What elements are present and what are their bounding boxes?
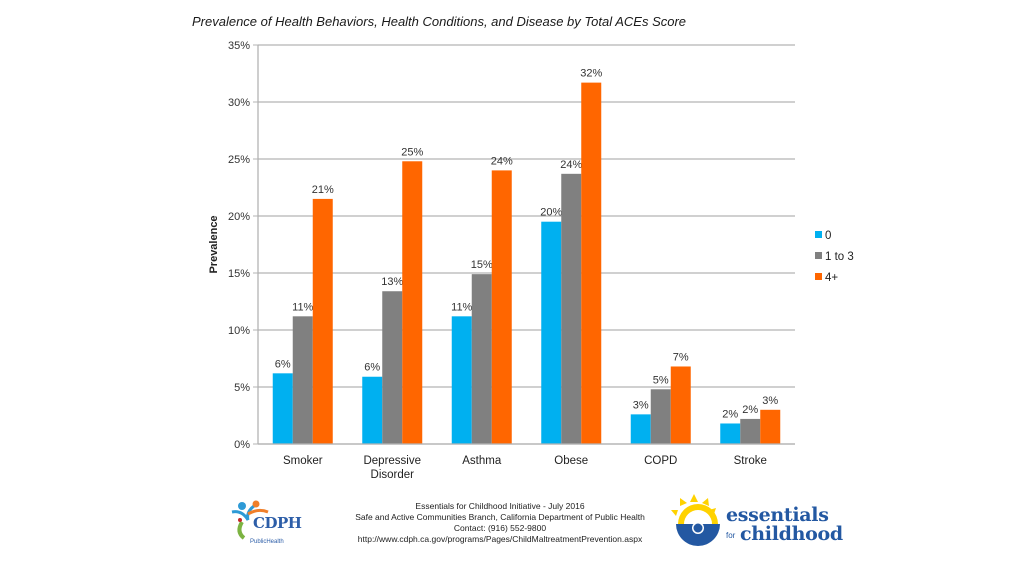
- data-label: 24%: [491, 155, 513, 167]
- data-label: 20%: [540, 207, 562, 219]
- bar-0-smoker: [272, 373, 293, 444]
- cdph-logo: CDPH PublicHealth: [228, 498, 302, 550]
- footer-line-branch: Safe and Active Communities Branch, Cali…: [355, 512, 645, 522]
- bar-1-to-3-copd: [650, 389, 671, 444]
- bar-1-to-3-stroke: [740, 418, 761, 444]
- y-tick-label: 5%: [234, 382, 250, 394]
- y-axis-label: Prevalence: [208, 215, 220, 273]
- data-label: 6%: [364, 362, 380, 374]
- legend-label: 0: [825, 230, 831, 242]
- y-tick-label: 10%: [228, 325, 250, 337]
- bar-0-depressive-disorder: [362, 376, 383, 444]
- x-category-label: Disorder: [371, 469, 415, 481]
- efc-word-for: for: [726, 531, 736, 540]
- y-tick-label: 20%: [228, 211, 250, 223]
- y-tick-label: 0%: [234, 439, 250, 451]
- sun-figure-icon: [671, 494, 720, 546]
- chart-title: Prevalence of Health Behaviors, Health C…: [192, 14, 687, 29]
- cdph-name: CDPH: [253, 514, 302, 532]
- data-label: 13%: [381, 276, 403, 288]
- bar-4plus-asthma: [491, 170, 512, 444]
- data-label: 3%: [762, 395, 778, 407]
- essentials-for-childhood-logo: essentials for childhood: [668, 490, 843, 550]
- data-label: 24%: [560, 159, 582, 171]
- y-tick-label: 15%: [228, 268, 250, 280]
- efc-word-childhood: childhood: [740, 523, 843, 545]
- data-label: 11%: [451, 301, 472, 313]
- bar-0-obese: [541, 221, 562, 444]
- data-label: 15%: [471, 259, 493, 271]
- legend-swatch: [815, 252, 822, 259]
- footer-line-initiative: Essentials for Childhood Initiative - Ju…: [415, 501, 585, 511]
- data-label: 25%: [401, 146, 423, 158]
- x-category-label: Asthma: [462, 455, 502, 467]
- bar-4plus-smoker: [312, 198, 333, 444]
- x-category-label: COPD: [644, 455, 677, 467]
- bar-1-to-3-depressive-disorder: [382, 291, 403, 444]
- x-category-label: Smoker: [283, 455, 323, 467]
- bar-1-to-3-smoker: [292, 316, 313, 444]
- y-tick-label: 25%: [228, 154, 250, 166]
- bar-1-to-3-asthma: [471, 274, 492, 444]
- data-label: 32%: [580, 68, 602, 80]
- cdph-figure-icon: [231, 500, 269, 540]
- footer-credits: Essentials for Childhood Initiative - Ju…: [330, 501, 670, 545]
- x-category-label: Depressive: [363, 455, 421, 467]
- data-label: 2%: [722, 408, 738, 420]
- y-tick-label: 35%: [228, 40, 250, 52]
- legend-label: 4+: [825, 272, 838, 284]
- legend-label: 1 to 3: [825, 251, 854, 263]
- data-label: 3%: [633, 399, 649, 411]
- cdph-subtitle: PublicHealth: [250, 539, 284, 545]
- bar-1-to-3-obese: [561, 173, 582, 444]
- legend-swatch: [815, 273, 822, 280]
- bar-4plus-stroke: [760, 409, 781, 444]
- data-label: 21%: [312, 184, 334, 196]
- efc-word-essentials: essentials: [726, 504, 829, 526]
- footer-line-contact: Contact: (916) 552-9800: [453, 523, 547, 533]
- data-label: 7%: [673, 351, 689, 363]
- x-category-label: Obese: [554, 455, 588, 467]
- x-category-label: Stroke: [734, 455, 767, 467]
- bar-0-stroke: [720, 423, 741, 444]
- data-label: 2%: [742, 404, 758, 416]
- y-tick-label: 30%: [228, 97, 250, 109]
- data-label: 6%: [275, 358, 291, 370]
- bar-0-asthma: [451, 316, 472, 444]
- bar-4plus-obese: [581, 82, 602, 445]
- bar-4plus-copd: [670, 366, 691, 444]
- data-label: 5%: [653, 374, 669, 386]
- bar-4plus-depressive-disorder: [402, 161, 423, 444]
- footer-line-url: http://www.cdph.ca.gov/programs/Pages/Ch…: [357, 534, 643, 544]
- legend-swatch: [815, 231, 822, 238]
- data-label: 11%: [292, 301, 313, 313]
- bar-0-copd: [630, 414, 651, 444]
